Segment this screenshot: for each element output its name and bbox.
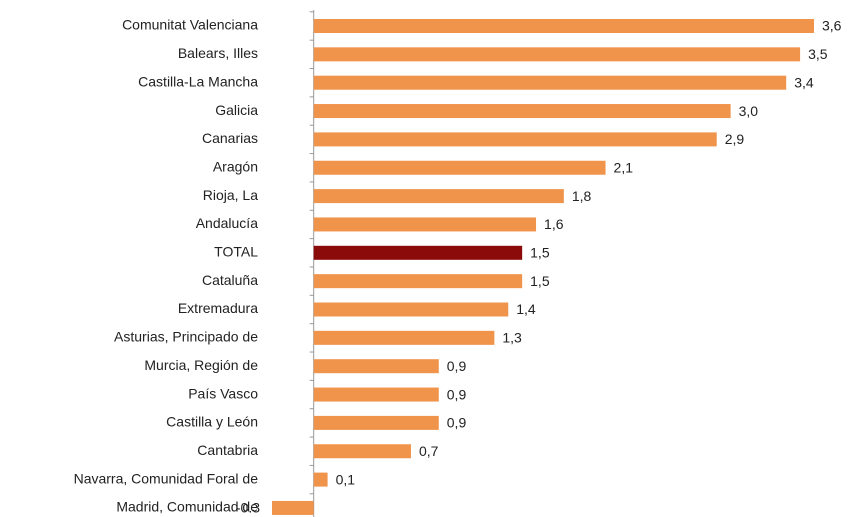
category-label: Castilla y León — [166, 414, 258, 430]
value-label: 1,6 — [544, 216, 564, 232]
category-label: Cantabria — [197, 442, 258, 458]
bar — [313, 387, 439, 402]
value-label: 1,5 — [530, 273, 550, 289]
bar — [313, 330, 495, 345]
category-label: Murcia, Región de — [144, 357, 258, 373]
value-label: 1,8 — [572, 188, 592, 204]
bar — [313, 75, 787, 90]
category-label: Rioja, La — [203, 187, 258, 203]
bar — [272, 500, 314, 515]
category-label: Aragón — [213, 158, 258, 174]
value-label: 0,7 — [419, 443, 439, 459]
bar — [313, 104, 731, 119]
value-label: 3,5 — [808, 46, 828, 62]
value-label: -0.3 — [236, 500, 260, 516]
category-label: Extremadura — [178, 300, 258, 316]
bar — [313, 302, 509, 317]
category-label: TOTAL — [214, 244, 258, 260]
category-label: Canarias — [202, 130, 258, 146]
bar — [313, 274, 523, 289]
bar — [313, 359, 439, 374]
category-label: Navarra, Comunidad Foral de — [74, 470, 259, 486]
bar — [313, 415, 439, 430]
value-label: 2,1 — [614, 159, 634, 175]
value-label: 1,5 — [530, 245, 550, 261]
bar — [313, 132, 717, 147]
value-label: 1,4 — [516, 301, 536, 317]
value-label: 0,9 — [447, 386, 467, 402]
category-label: Madrid, Comunidad de — [116, 499, 258, 515]
value-label: 2,9 — [725, 131, 745, 147]
value-label: 0,1 — [336, 471, 356, 487]
bar — [313, 217, 537, 232]
bar — [313, 444, 411, 459]
category-label: Comunitat Valenciana — [122, 17, 258, 33]
category-label: Balears, Illes — [178, 45, 258, 61]
category-label: Asturias, Principado de — [114, 329, 258, 345]
value-label: 3,4 — [794, 74, 814, 90]
category-label: Andalucía — [196, 215, 258, 231]
bar — [313, 472, 328, 487]
value-label: 0,9 — [447, 415, 467, 431]
category-label: Galicia — [215, 102, 258, 118]
value-label: 0,9 — [447, 358, 467, 374]
category-label: Castilla-La Mancha — [138, 73, 258, 89]
value-label: 3,6 — [822, 18, 842, 34]
value-label: 1,3 — [502, 330, 522, 346]
category-label: Cataluña — [202, 272, 258, 288]
bar — [313, 160, 606, 175]
bar — [313, 189, 564, 204]
bar — [313, 19, 814, 33]
category-label: País Vasco — [188, 385, 258, 401]
bar — [313, 245, 523, 260]
bar — [313, 47, 801, 62]
value-label: 3,0 — [739, 103, 759, 119]
